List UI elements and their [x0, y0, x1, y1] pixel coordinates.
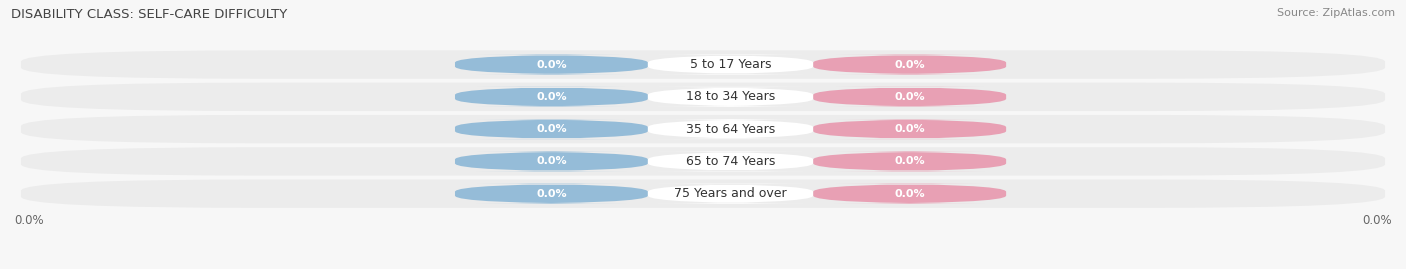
FancyBboxPatch shape: [456, 151, 648, 171]
Text: 0.0%: 0.0%: [894, 59, 925, 70]
Text: 0.0%: 0.0%: [536, 189, 567, 199]
Text: 0.0%: 0.0%: [894, 124, 925, 134]
Text: 35 to 64 Years: 35 to 64 Years: [686, 123, 775, 136]
Text: 0.0%: 0.0%: [536, 92, 567, 102]
FancyBboxPatch shape: [813, 184, 1007, 204]
Text: 0.0%: 0.0%: [14, 214, 44, 227]
Text: 65 to 74 Years: 65 to 74 Years: [686, 155, 775, 168]
FancyBboxPatch shape: [641, 119, 820, 139]
FancyBboxPatch shape: [813, 87, 1007, 107]
FancyBboxPatch shape: [21, 147, 1385, 176]
FancyBboxPatch shape: [641, 151, 820, 171]
FancyBboxPatch shape: [456, 55, 648, 75]
Text: 0.0%: 0.0%: [536, 156, 567, 167]
Text: Source: ZipAtlas.com: Source: ZipAtlas.com: [1277, 8, 1395, 18]
Text: 0.0%: 0.0%: [894, 156, 925, 167]
Text: 0.0%: 0.0%: [894, 189, 925, 199]
Text: 0.0%: 0.0%: [536, 124, 567, 134]
FancyBboxPatch shape: [641, 55, 820, 75]
Text: DISABILITY CLASS: SELF-CARE DIFFICULTY: DISABILITY CLASS: SELF-CARE DIFFICULTY: [11, 8, 287, 21]
Text: 0.0%: 0.0%: [536, 59, 567, 70]
Text: 0.0%: 0.0%: [1362, 214, 1392, 227]
FancyBboxPatch shape: [456, 87, 648, 107]
FancyBboxPatch shape: [456, 184, 648, 204]
Text: 75 Years and over: 75 Years and over: [675, 187, 787, 200]
FancyBboxPatch shape: [456, 119, 648, 139]
Text: 0.0%: 0.0%: [894, 92, 925, 102]
FancyBboxPatch shape: [21, 50, 1385, 79]
FancyBboxPatch shape: [21, 83, 1385, 111]
FancyBboxPatch shape: [813, 151, 1007, 171]
FancyBboxPatch shape: [813, 119, 1007, 139]
Text: 5 to 17 Years: 5 to 17 Years: [690, 58, 772, 71]
FancyBboxPatch shape: [813, 55, 1007, 75]
FancyBboxPatch shape: [21, 179, 1385, 208]
Text: 18 to 34 Years: 18 to 34 Years: [686, 90, 775, 103]
FancyBboxPatch shape: [641, 184, 820, 204]
FancyBboxPatch shape: [21, 115, 1385, 143]
FancyBboxPatch shape: [641, 87, 820, 107]
